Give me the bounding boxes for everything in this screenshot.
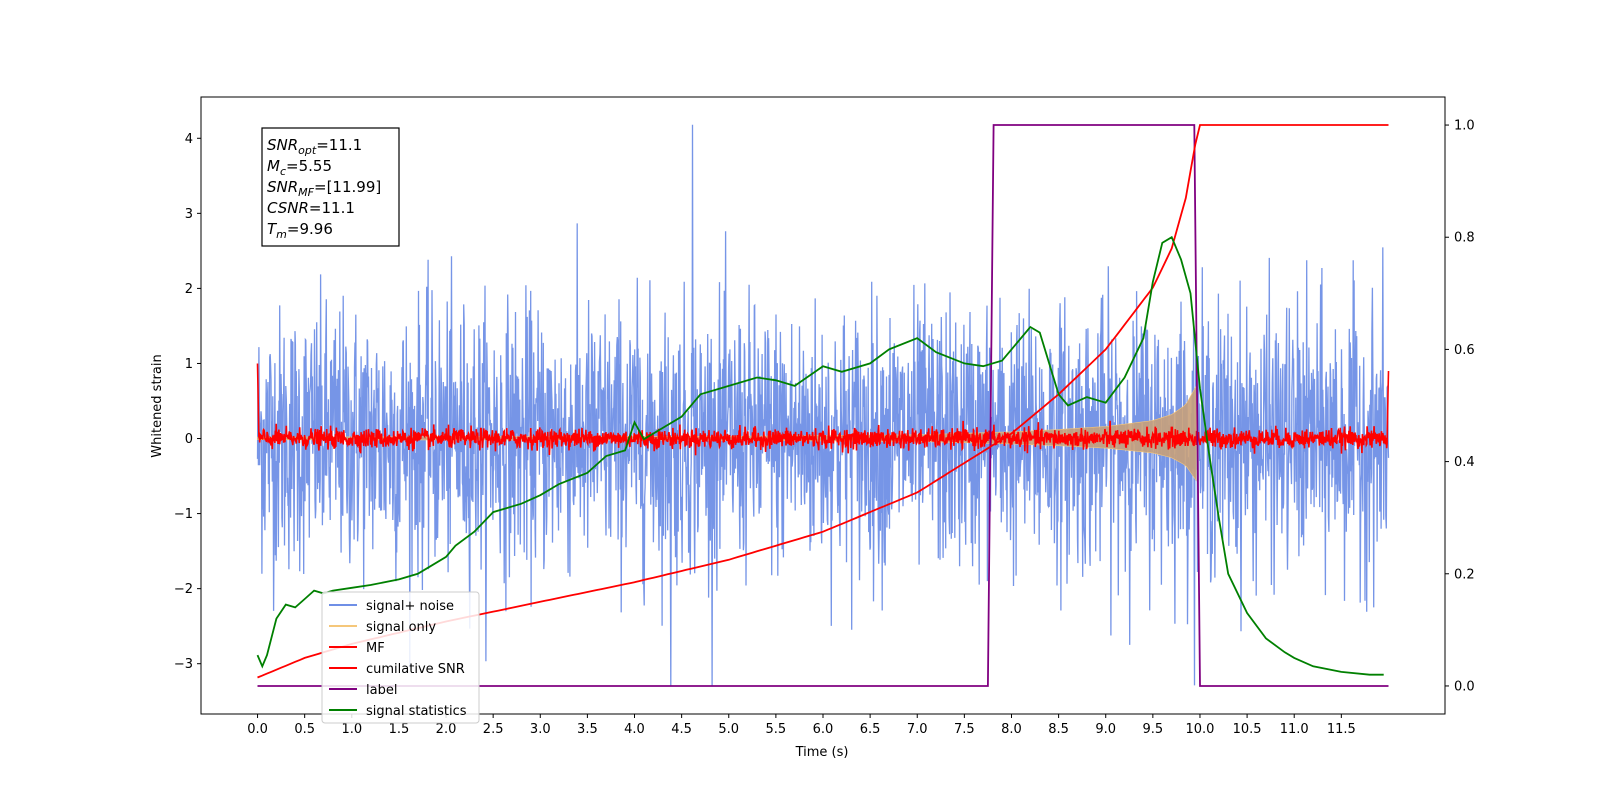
annotation-line: Mc=5.55 [267, 157, 332, 178]
x-tick-label: 6.5 [860, 722, 881, 737]
mf-trace [256, 363, 1390, 456]
y-tick-label: 4 [185, 132, 193, 147]
x-tick-label: 11.0 [1280, 722, 1309, 737]
signal-noise-trace [256, 124, 1390, 687]
signal-noise-layer [256, 124, 1390, 687]
legend-entry-label: signal only [366, 620, 436, 635]
x-axis-ticks: 0.0 0.5 1.0 1.5 2.0 2.5 3.0 3.5 4.0 4.5 5.0 5.5 6.0 6… [247, 714, 1356, 737]
legend-entry-label: signal statistics [366, 704, 467, 719]
x-tick-label: 9.5 [1143, 722, 1164, 737]
y-tick-label: 3 [185, 207, 193, 222]
label-series-line [257, 124, 1389, 687]
y-tick-label: 0 [185, 432, 193, 447]
x-tick-label: 5.5 [766, 722, 787, 737]
y2-tick-label: 0.0 [1454, 679, 1475, 694]
x-tick-label: 9.0 [1095, 722, 1116, 737]
x-tick-label: 6.0 [813, 722, 834, 737]
y2-tick-label: 1.0 [1454, 119, 1475, 134]
x-tick-label: 8.0 [1001, 722, 1022, 737]
signal-statistics-line [256, 235, 1384, 676]
x-tick-label: 4.5 [671, 722, 692, 737]
x-tick-label: 10.0 [1185, 722, 1214, 737]
x-tick-label: 0.5 [294, 722, 315, 737]
y2-tick-label: 0.2 [1454, 567, 1475, 582]
y-axis-ticks: −3 −2 −1 0 1 2 3 4 [174, 132, 201, 672]
x-tick-label: 1.5 [389, 722, 410, 737]
x-tick-label: 7.0 [907, 722, 928, 737]
legend-entry-label: label [366, 683, 397, 698]
y-tick-label: −2 [174, 582, 193, 597]
y2-tick-label: 0.6 [1454, 343, 1475, 358]
y2-tick-label: 0.8 [1454, 231, 1475, 246]
x-tick-label: 2.0 [436, 722, 457, 737]
annotation-line: CSNR=11.1 [267, 199, 355, 217]
annotation-line: Tm=9.96 [267, 220, 333, 241]
legend-frame [321, 591, 480, 724]
legend-entry-label: signal+ noise [366, 599, 454, 614]
x-tick-label: 8.5 [1048, 722, 1069, 737]
mf-layer [256, 363, 1390, 456]
x-tick-label: 11.5 [1327, 722, 1356, 737]
stats-annotation-box: SNRopt=11.1Mc=5.55SNRMF=[11.99]CSNR=11.1… [261, 127, 400, 247]
y-tick-label: −3 [174, 657, 193, 672]
x-tick-label: 10.5 [1233, 722, 1262, 737]
x-tick-label: 3.0 [530, 722, 551, 737]
y-tick-label: 2 [185, 282, 193, 297]
x-tick-label: 3.5 [577, 722, 598, 737]
x-tick-label: 5.0 [718, 722, 739, 737]
y2-tick-label: 0.4 [1454, 455, 1475, 470]
legend-entry-label: MF [366, 641, 385, 656]
legend: signal+ noise signal only MF cumilative SNR… [321, 591, 480, 724]
y-tick-label: 1 [185, 357, 193, 372]
x-axis-label: Time (s) [795, 745, 849, 760]
annotation-line: SNRMF=[11.99] [267, 178, 381, 199]
annotation-frame [261, 127, 400, 247]
legend-entry-label: cumilative SNR [366, 662, 465, 677]
x-tick-label: 7.5 [954, 722, 975, 737]
y-axis-label: Whitened strain [150, 354, 165, 457]
x-tick-label: 1.0 [341, 722, 362, 737]
y2-axis-ticks: 0.0 0.2 0.4 0.6 0.8 1.0 [1445, 119, 1475, 694]
y-tick-label: −1 [174, 507, 193, 522]
x-tick-label: 0.0 [247, 722, 268, 737]
x-tick-label: 2.5 [483, 722, 504, 737]
annotation-line: SNRopt=11.1 [267, 136, 362, 157]
x-tick-label: 4.0 [624, 722, 645, 737]
